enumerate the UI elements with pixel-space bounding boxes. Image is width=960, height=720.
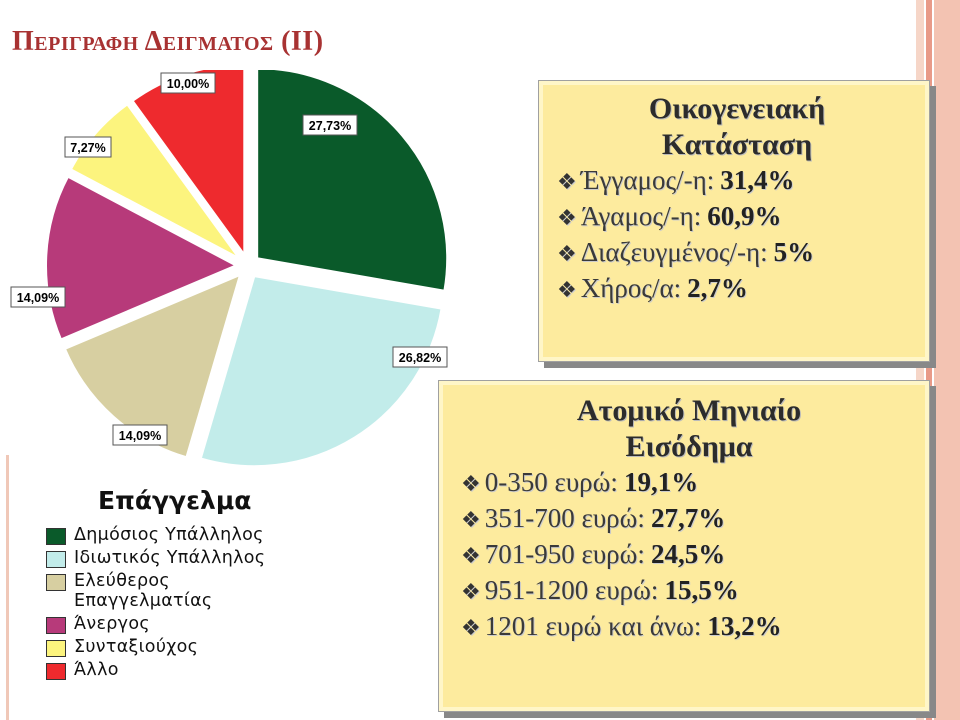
legend-item: Συνταξιούχος — [46, 637, 376, 657]
pie-slice — [256, 67, 449, 292]
data-label: 14,09% — [112, 424, 168, 446]
data-label-box — [10, 286, 66, 308]
data-label-text: 7,27% — [70, 141, 105, 155]
item-label: Άγαμος/-η: — [580, 201, 702, 231]
item-value: 5% — [773, 237, 815, 267]
item-value: 19,1% — [623, 467, 699, 497]
legend-item: Δημόσιος Υπάλληλος — [46, 525, 376, 545]
item-label: 351-700 ευρώ: — [484, 503, 645, 533]
diamond-bullet-icon: ❖ — [557, 277, 577, 302]
legend-label: Δημόσιος Υπάλληλος — [74, 525, 264, 545]
item-value: 13,2% — [707, 611, 782, 641]
data-label-text: 10,00% — [167, 77, 209, 91]
item-value: 24,5% — [650, 539, 726, 569]
list-item: ❖ 0-350 ευρώ: 19,1% — [461, 465, 917, 501]
data-label-text: 26,82% — [399, 351, 441, 365]
list-item: ❖ 1201 ευρώ και άνω: 13,2% — [461, 609, 917, 645]
income-title-line2: Εισόδημα — [625, 430, 753, 463]
diamond-bullet-icon: ❖ — [461, 507, 481, 532]
pie-chart: 27,73% 26,82% 14,09% 14,09% 7,27% 10,00% — [0, 63, 480, 470]
diamond-bullet-icon: ❖ — [557, 169, 577, 194]
data-label: 10,00% — [160, 72, 216, 94]
legend-label: Άλλο — [74, 660, 119, 680]
list-item: ❖ Χήρος/α: 2,7% — [557, 271, 917, 307]
legend-swatch — [46, 640, 66, 657]
list-item: ❖ 951-1200 ευρώ: 15,5% — [461, 573, 917, 609]
diamond-bullet-icon: ❖ — [557, 205, 577, 230]
list-item: ❖ Έγγαμος/-η: 31,4% — [557, 163, 917, 199]
marital-title-line1: Οικογενειακή — [648, 92, 826, 125]
diamond-bullet-icon: ❖ — [461, 471, 481, 496]
list-item: ❖ Διαζευγμένος/-η: 5% — [557, 235, 917, 271]
item-label: 1201 ευρώ και άνω: — [484, 611, 702, 641]
marital-list: ❖ Έγγαμος/-η: 31,4% ❖ Άγαμος/-η: 60,9% ❖ Διαζ… — [557, 163, 917, 307]
legend-item: Άλλο — [46, 660, 376, 680]
data-label-text: 14,09% — [17, 291, 59, 305]
marital-title-line2: Κατάσταση — [661, 128, 813, 161]
income-list: ❖ 0-350 ευρώ: 19,1% ❖ 351-700 ευρώ: 27,7% ❖ 7… — [461, 465, 917, 645]
item-label: 701-950 ευρώ: — [484, 539, 645, 569]
legend-swatch — [46, 663, 66, 680]
legend-item: Ιδιωτικός Υπάλληλος — [46, 548, 376, 568]
legend-label: Ελεύθερος Επαγγελματίας — [74, 571, 213, 611]
list-item: ❖ Άγαμος/-η: 60,9% — [557, 199, 917, 235]
legend-label: Συνταξιούχος — [74, 637, 199, 657]
data-label: 27,73% — [302, 114, 358, 136]
diamond-bullet-icon: ❖ — [461, 615, 481, 640]
chart-legend: Επάγγελμα Δημόσιος Υπάλληλος Ιδιωτικός Υ… — [46, 486, 376, 683]
item-value: 60,9% — [707, 201, 782, 231]
list-item: ❖ 351-700 ευρώ: 27,7% — [461, 501, 917, 537]
diamond-bullet-icon: ❖ — [461, 579, 481, 604]
data-label-box — [392, 346, 448, 368]
item-value: 15,5% — [664, 575, 739, 605]
diamond-bullet-icon: ❖ — [461, 543, 481, 568]
legend-swatch — [46, 617, 66, 634]
data-label-box — [64, 136, 112, 158]
data-label: 14,09% — [10, 286, 66, 308]
data-label-text: 27,73% — [309, 119, 351, 133]
item-label: 951-1200 ευρώ: — [484, 575, 659, 605]
income-title-line1: Ατομικό Μηνιαίο — [576, 394, 802, 427]
legend-label: Ιδιωτικός Υπάλληλος — [74, 548, 266, 568]
item-label: Χήρος/α: — [580, 273, 682, 303]
item-label: 0-350 ευρώ: — [484, 467, 618, 497]
marital-status-panel: Οικογενειακή Κατάσταση ❖ Έγγαμος/-η: 31,4%… — [538, 80, 930, 362]
data-label-box — [112, 424, 168, 446]
legend-title: Επάγγελμα — [98, 486, 252, 515]
pie-slice — [199, 275, 443, 468]
item-value: 27,7% — [650, 503, 726, 533]
legend-item: Ελεύθερος Επαγγελματίας — [46, 571, 376, 611]
data-label: 7,27% — [64, 136, 112, 158]
item-label: Διαζευγμένος/-η: — [580, 237, 768, 267]
legend-label: Άνεργος — [74, 614, 150, 634]
list-item: ❖ 701-950 ευρώ: 24,5% — [461, 537, 917, 573]
item-value: 31,4% — [720, 165, 795, 195]
legend-item: Άνεργος — [46, 614, 376, 634]
item-value: 2,7% — [687, 273, 748, 303]
legend-swatch — [46, 551, 66, 568]
legend-swatch — [46, 528, 66, 545]
pie-slice — [45, 175, 239, 341]
data-label-box — [302, 114, 358, 136]
diamond-bullet-icon: ❖ — [557, 241, 577, 266]
income-panel: Ατομικό Μηνιαίο Εισόδημα ❖ 0-350 ευρώ: 19,… — [438, 380, 930, 712]
legend-swatch — [46, 574, 66, 591]
pie-slice — [69, 103, 240, 260]
pie-slice — [63, 273, 242, 459]
data-label-box — [160, 72, 216, 94]
decorative-left-line — [6, 455, 9, 720]
item-label: Έγγαμος/-η: — [580, 165, 715, 195]
data-label: 26,82% — [392, 346, 448, 368]
page-title: Περιγραφη Δειγματος (ΙΙ) — [12, 26, 324, 57]
data-label-text: 14,09% — [119, 429, 161, 443]
